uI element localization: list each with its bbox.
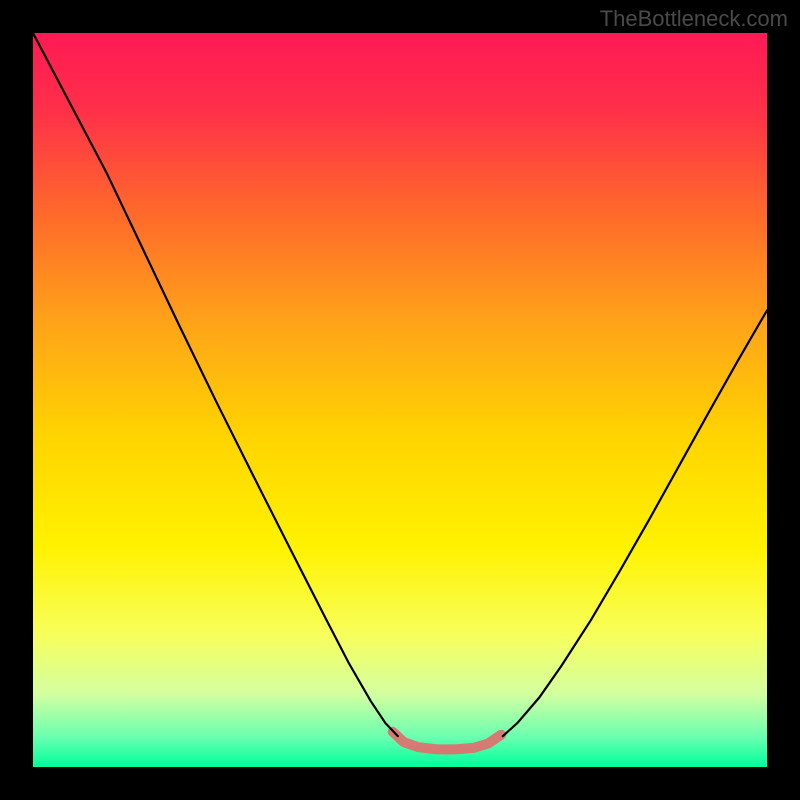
plot-area <box>33 33 767 767</box>
right-branch-curve <box>503 310 767 736</box>
valley-marker <box>393 732 502 750</box>
curves-layer <box>33 33 767 767</box>
left-branch-curve <box>33 33 398 736</box>
watermark-text: TheBottleneck.com <box>600 6 788 32</box>
